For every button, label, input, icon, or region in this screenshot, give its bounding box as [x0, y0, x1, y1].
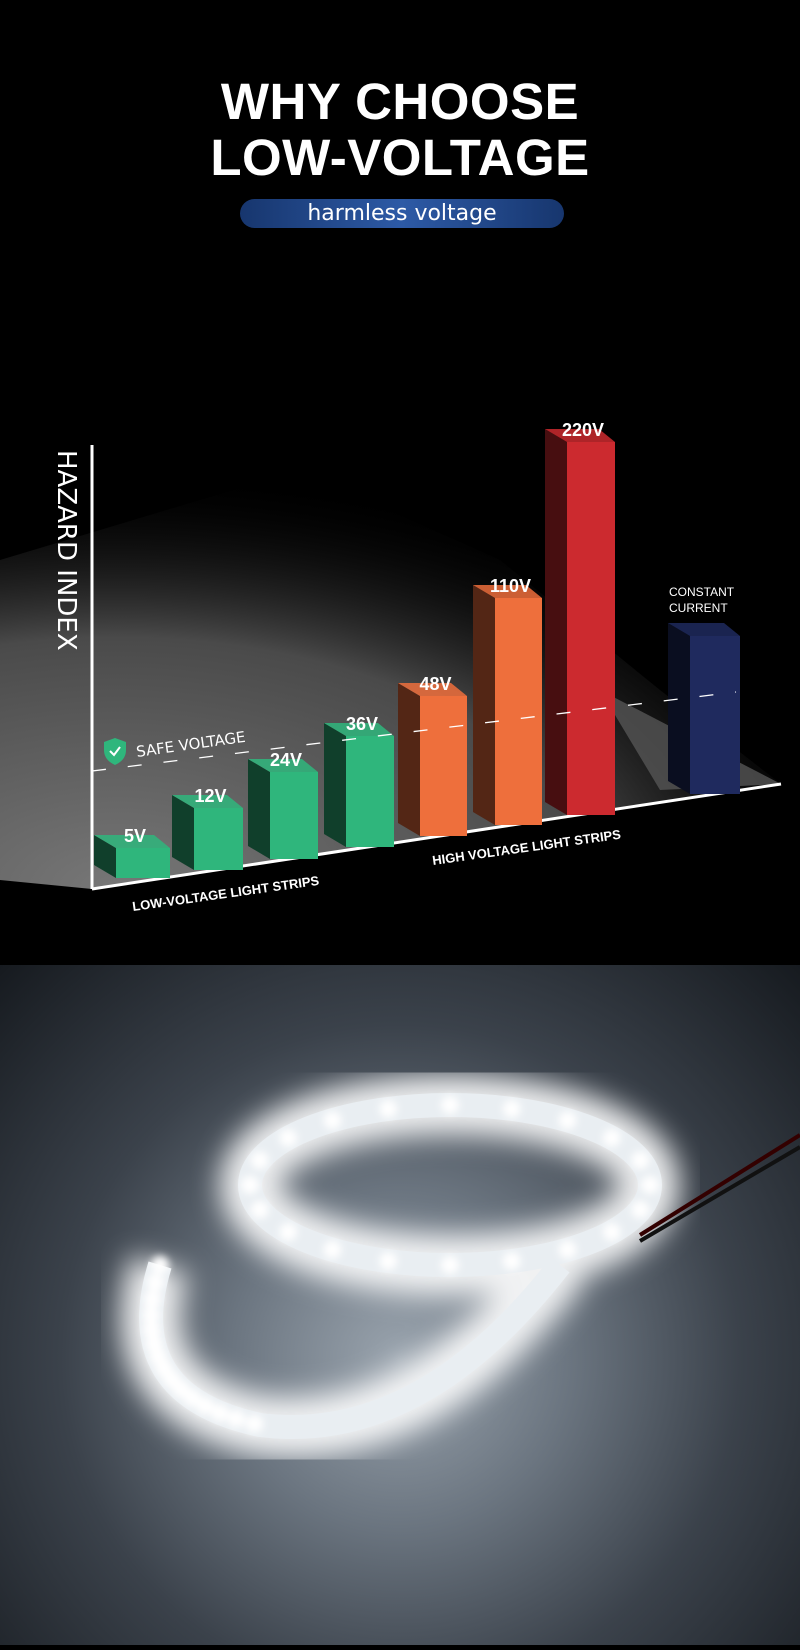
bar-label: 12V	[194, 786, 226, 806]
led-dot	[323, 1240, 342, 1259]
led-dot	[146, 1273, 165, 1292]
led-dot	[279, 1128, 298, 1147]
bar-top	[94, 835, 170, 848]
bar-side	[248, 759, 270, 859]
bar-4	[420, 696, 467, 836]
bar-label: 24V	[270, 750, 302, 770]
bar-side	[398, 683, 420, 836]
led-dot	[142, 1320, 161, 1339]
led-strip-illustration	[121, 1075, 800, 1457]
bar-side	[324, 723, 346, 847]
led-dot	[142, 1306, 161, 1325]
led-dot	[227, 1409, 246, 1428]
led-dot	[250, 1200, 269, 1219]
y-axis-label: HAZARD INDEX	[51, 450, 81, 651]
bar-2	[270, 772, 318, 859]
led-dot	[602, 1128, 621, 1147]
led-dot	[379, 1099, 398, 1118]
bar-0	[116, 848, 170, 878]
bar-side	[545, 429, 567, 815]
led-dot	[558, 1111, 577, 1130]
constant-current-label-1: CONSTANT	[669, 585, 735, 599]
led-dot	[602, 1223, 621, 1242]
title-line-2: LOW-VOLTAGE	[210, 129, 590, 186]
bar-label: 48V	[419, 674, 451, 694]
safe-voltage-line	[91, 691, 737, 772]
bar-top	[668, 623, 740, 636]
bar-top	[545, 429, 615, 442]
bar-label: 36V	[346, 714, 378, 734]
led-dot	[151, 1256, 169, 1274]
bar-side	[94, 835, 116, 878]
led-dot	[441, 1096, 459, 1114]
subtitle-pill: harmless voltage	[240, 199, 564, 228]
chart-section: WHY CHOOSE LOW-VOLTAGE harmless voltage …	[0, 73, 782, 914]
led-dot	[502, 1252, 521, 1271]
shield-check-icon	[104, 738, 126, 765]
led-dot	[631, 1151, 650, 1170]
bar-side	[668, 623, 690, 794]
bar-5	[495, 598, 542, 825]
led-dot	[143, 1290, 162, 1309]
bar-3	[346, 736, 394, 847]
bar-label: 5V	[124, 826, 146, 846]
bar-label: 110V	[490, 576, 531, 596]
x-axis	[91, 782, 782, 891]
led-dot	[241, 1176, 259, 1194]
led-dot	[441, 1256, 459, 1274]
constant-current-label-2: CURRENT	[669, 601, 728, 615]
bar-top	[473, 585, 542, 598]
led-dot	[196, 1396, 215, 1415]
led-dot	[641, 1176, 659, 1194]
led-dot	[183, 1389, 202, 1407]
led-strip-photo	[0, 965, 800, 1645]
bar-side	[473, 585, 495, 825]
bar-7	[690, 636, 740, 794]
bar-side	[172, 795, 194, 870]
bar-top	[172, 795, 243, 808]
led-dot	[502, 1099, 521, 1118]
led-dot	[245, 1414, 264, 1433]
led-dot	[379, 1252, 398, 1271]
led-dot	[631, 1200, 650, 1219]
bar-6	[567, 442, 615, 815]
bar-top	[248, 759, 318, 772]
led-dot	[279, 1223, 298, 1242]
led-dot	[250, 1151, 269, 1170]
led-dot	[210, 1403, 229, 1422]
bar-label: 220V	[562, 420, 604, 440]
bar-top	[398, 683, 467, 696]
led-dot	[323, 1111, 342, 1130]
title-line-1: WHY CHOOSE	[220, 73, 580, 130]
bar-top	[324, 723, 394, 736]
bar-1	[194, 808, 243, 870]
led-dot	[558, 1240, 577, 1259]
